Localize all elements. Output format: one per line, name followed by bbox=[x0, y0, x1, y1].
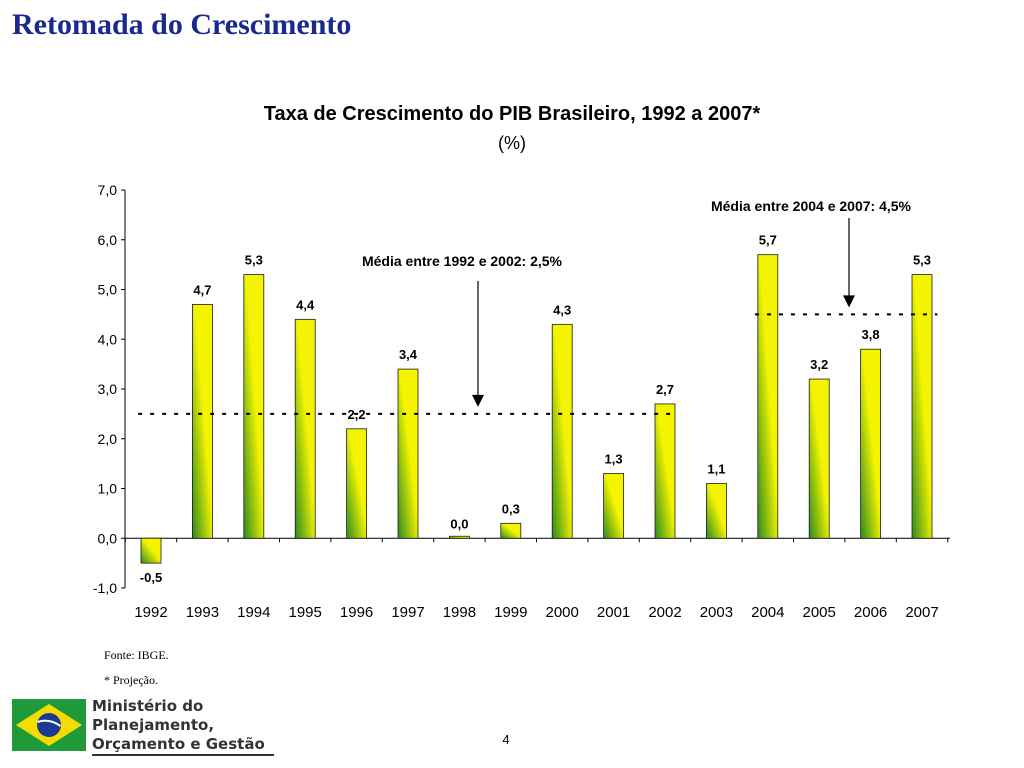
x-tick-label: 2001 bbox=[597, 604, 630, 621]
data-label: 4,3 bbox=[553, 302, 571, 317]
bar bbox=[706, 483, 727, 539]
bar bbox=[243, 274, 265, 539]
bar bbox=[911, 274, 933, 539]
annotation-arrowhead bbox=[472, 394, 484, 407]
data-label: 3,2 bbox=[810, 357, 828, 372]
y-tick-label: 5,0 bbox=[98, 282, 118, 298]
bar bbox=[654, 403, 676, 539]
chart-title: Taxa de Crescimento do PIB Brasileiro, 1… bbox=[263, 103, 761, 125]
data-label: 4,4 bbox=[296, 297, 315, 312]
data-label: 3,4 bbox=[399, 347, 418, 362]
y-tick-label: 6,0 bbox=[98, 232, 118, 248]
chart-subtitle: (%) bbox=[498, 133, 526, 153]
y-tick-label: 1,0 bbox=[98, 481, 118, 497]
source-note: Fonte: IBGE. bbox=[104, 648, 169, 662]
ministry-name-line-3: Orçamento e Gestão bbox=[92, 735, 265, 753]
ministry-name-line-2: Planejamento, bbox=[92, 716, 215, 734]
bar bbox=[191, 304, 213, 539]
bar bbox=[757, 254, 779, 539]
x-tick-label: 2000 bbox=[546, 604, 579, 621]
bar bbox=[860, 348, 881, 539]
x-tick-label: 1995 bbox=[289, 604, 322, 621]
x-tick-label: 1994 bbox=[237, 604, 270, 621]
data-label: 2,7 bbox=[656, 382, 674, 397]
x-tick-label: 2003 bbox=[700, 604, 733, 621]
annotation-arrowhead bbox=[843, 295, 855, 308]
data-label: 4,7 bbox=[193, 282, 211, 297]
bar bbox=[808, 378, 830, 539]
bar bbox=[140, 537, 162, 564]
x-tick-label: 1997 bbox=[391, 604, 424, 621]
data-label: 3,8 bbox=[862, 327, 880, 342]
logo-underline bbox=[92, 754, 274, 756]
bar bbox=[551, 323, 573, 539]
brazil-flag-icon bbox=[12, 699, 86, 751]
bar bbox=[346, 428, 368, 539]
x-tick-label: 1992 bbox=[134, 604, 167, 621]
ministry-name-line-1: Ministério do bbox=[92, 697, 204, 715]
data-label: 0,0 bbox=[450, 516, 468, 531]
bar bbox=[448, 535, 470, 539]
x-tick-label: 1993 bbox=[186, 604, 219, 621]
data-label: 1,1 bbox=[707, 462, 725, 477]
data-label: 1,3 bbox=[605, 452, 623, 467]
data-label: 0,3 bbox=[502, 501, 520, 516]
bar bbox=[603, 473, 624, 539]
y-tick-label: 3,0 bbox=[98, 381, 118, 397]
ministry-logo: Ministério do Planejamento, Orçamento e … bbox=[12, 697, 274, 757]
x-tick-label: 1998 bbox=[443, 604, 476, 621]
bar bbox=[500, 522, 522, 539]
projection-note: * Projeção. bbox=[104, 673, 158, 687]
x-tick-label: 2005 bbox=[803, 604, 836, 621]
page-number: 4 bbox=[502, 732, 510, 747]
slide-title: Retomada do Crescimento bbox=[12, 8, 352, 41]
x-tick-label: 1999 bbox=[494, 604, 527, 621]
x-tick-label: 1996 bbox=[340, 604, 373, 621]
bar bbox=[294, 318, 316, 539]
x-tick-label: 2002 bbox=[648, 604, 681, 621]
data-label: -0,5 bbox=[140, 570, 162, 585]
gdp-growth-chart: -1,0 0,0 1,0 2,0 3,0 4,0 5,0 6,0 7,0 -0,5 1992 4,7 1… bbox=[93, 182, 950, 621]
y-tick-label: 0,0 bbox=[98, 530, 118, 546]
data-label: 5,3 bbox=[913, 253, 931, 268]
data-label: 5,3 bbox=[245, 253, 263, 268]
average-annotation: Média entre 2004 e 2007: 4,5% bbox=[711, 198, 912, 214]
y-tick-label: 4,0 bbox=[98, 331, 118, 347]
y-tick-label: -1,0 bbox=[93, 580, 117, 596]
average-annotation: Média entre 1992 e 2002: 2,5% bbox=[362, 253, 563, 269]
ministry-name: Ministério do Planejamento, Orçamento e … bbox=[92, 697, 282, 754]
bar bbox=[397, 368, 419, 539]
x-tick-label: 2006 bbox=[854, 604, 887, 621]
y-tick-label: 7,0 bbox=[98, 182, 118, 198]
data-label: 5,7 bbox=[759, 233, 777, 248]
x-tick-label: 2007 bbox=[905, 604, 938, 621]
x-tick-label: 2004 bbox=[751, 604, 784, 621]
y-tick-label: 2,0 bbox=[98, 431, 118, 447]
